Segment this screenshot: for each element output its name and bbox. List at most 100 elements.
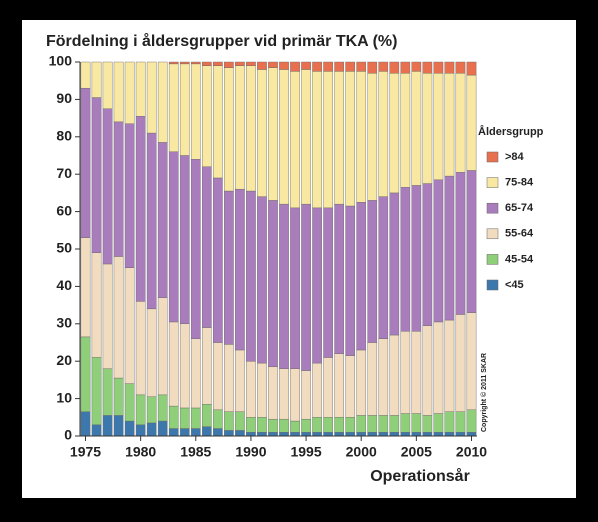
bar-segment (179, 428, 190, 437)
bar-segment (201, 61, 212, 66)
y-tick-label: 70 (56, 165, 72, 181)
bar-segment (80, 411, 91, 437)
bar-segment (400, 432, 411, 437)
bar-segment (157, 142, 168, 298)
bar-segment (334, 417, 344, 433)
x-tick-label: 1980 (125, 444, 156, 460)
bar-segment (190, 159, 201, 339)
bar-segment (279, 368, 289, 420)
bar-segment (323, 417, 333, 433)
bar-segment (334, 71, 344, 205)
bar-segment (168, 151, 179, 323)
bar-segment (168, 428, 179, 437)
bar-segment (113, 256, 124, 379)
legend-label: <45 (505, 279, 524, 291)
bar-segment (356, 71, 367, 203)
bar-segment (268, 418, 278, 433)
bar-segment (124, 123, 135, 268)
bar-segment (400, 73, 411, 188)
bar-segment (301, 203, 311, 371)
bar-segment (257, 196, 267, 364)
bar-segment (455, 61, 466, 74)
bar-segment (389, 334, 400, 416)
legend-label: 55-64 (505, 228, 534, 240)
bar-segment (378, 432, 389, 437)
bar-segment (80, 87, 91, 238)
bar-segment (466, 312, 477, 411)
bar-segment (157, 394, 168, 422)
bar-segment (356, 432, 367, 437)
bar-segment (113, 61, 124, 123)
bar-segment (422, 73, 433, 184)
bar-segment (179, 61, 190, 65)
bar-segment (268, 432, 278, 437)
bar-segment (224, 67, 234, 192)
y-tick-label: 10 (56, 389, 72, 405)
bar-segment (146, 422, 157, 437)
bar-segment (378, 338, 389, 416)
bar-segment (367, 73, 378, 201)
bar-segment (257, 362, 267, 418)
bar-segment (246, 361, 256, 418)
bar-segment (224, 61, 234, 68)
bar-segment (113, 377, 124, 416)
bar-segment (246, 417, 256, 433)
bar-segment (91, 357, 102, 425)
bar-segment (378, 415, 389, 433)
bar-segment (213, 342, 223, 411)
x-axis-label: Operationsår (370, 467, 470, 485)
bar-segment (367, 61, 378, 74)
bar-segment (290, 207, 300, 369)
bar-segment (301, 432, 311, 437)
bar-segment (279, 418, 289, 433)
bar-segment (466, 409, 477, 433)
bar-segment (102, 263, 113, 369)
bar-segment (466, 170, 477, 313)
y-tick-label: 50 (56, 240, 72, 256)
bar-segment (323, 432, 333, 437)
bar-segment (246, 190, 256, 362)
bar-segment (279, 61, 289, 70)
copyright: Copyright © 2011 SKAR (480, 353, 488, 432)
bar-segment (201, 166, 212, 328)
bar-segment (135, 394, 146, 425)
bar-segment (356, 415, 367, 433)
bar-segment (102, 61, 113, 109)
bar-segment (113, 415, 124, 437)
bar-segment (213, 65, 223, 179)
bar-segment (124, 61, 135, 124)
bar-segment (268, 366, 278, 420)
bar-segment (235, 411, 245, 431)
bar-segment (124, 267, 135, 384)
bar-segment (146, 61, 157, 134)
bar-segment (356, 61, 367, 72)
y-tick-label: 90 (56, 90, 72, 106)
bar-segment (268, 61, 278, 68)
bar-segment (224, 190, 234, 345)
bar-segment (201, 404, 212, 427)
bar-segment (378, 71, 389, 197)
bar-segment (400, 413, 411, 433)
bar-segment (213, 428, 223, 437)
bar-segment (345, 71, 356, 207)
bar-segment (157, 61, 168, 143)
legend-swatch (486, 177, 499, 188)
bar-segment (312, 432, 322, 437)
bar-segment (312, 71, 322, 209)
bar-segment (411, 432, 422, 437)
bar-segment (213, 409, 223, 429)
bar-segment (290, 71, 300, 209)
bar-segment (257, 61, 267, 70)
bar-segment (102, 108, 113, 265)
bar-segment (235, 349, 245, 412)
bar-segment (444, 73, 455, 177)
legend-swatch (486, 254, 499, 265)
bar-segment (235, 65, 245, 190)
bar-segment (323, 207, 333, 358)
bar-segment (389, 61, 400, 74)
bar-segment (290, 420, 300, 433)
bar-segment (190, 63, 201, 160)
bar-segment (301, 61, 311, 70)
